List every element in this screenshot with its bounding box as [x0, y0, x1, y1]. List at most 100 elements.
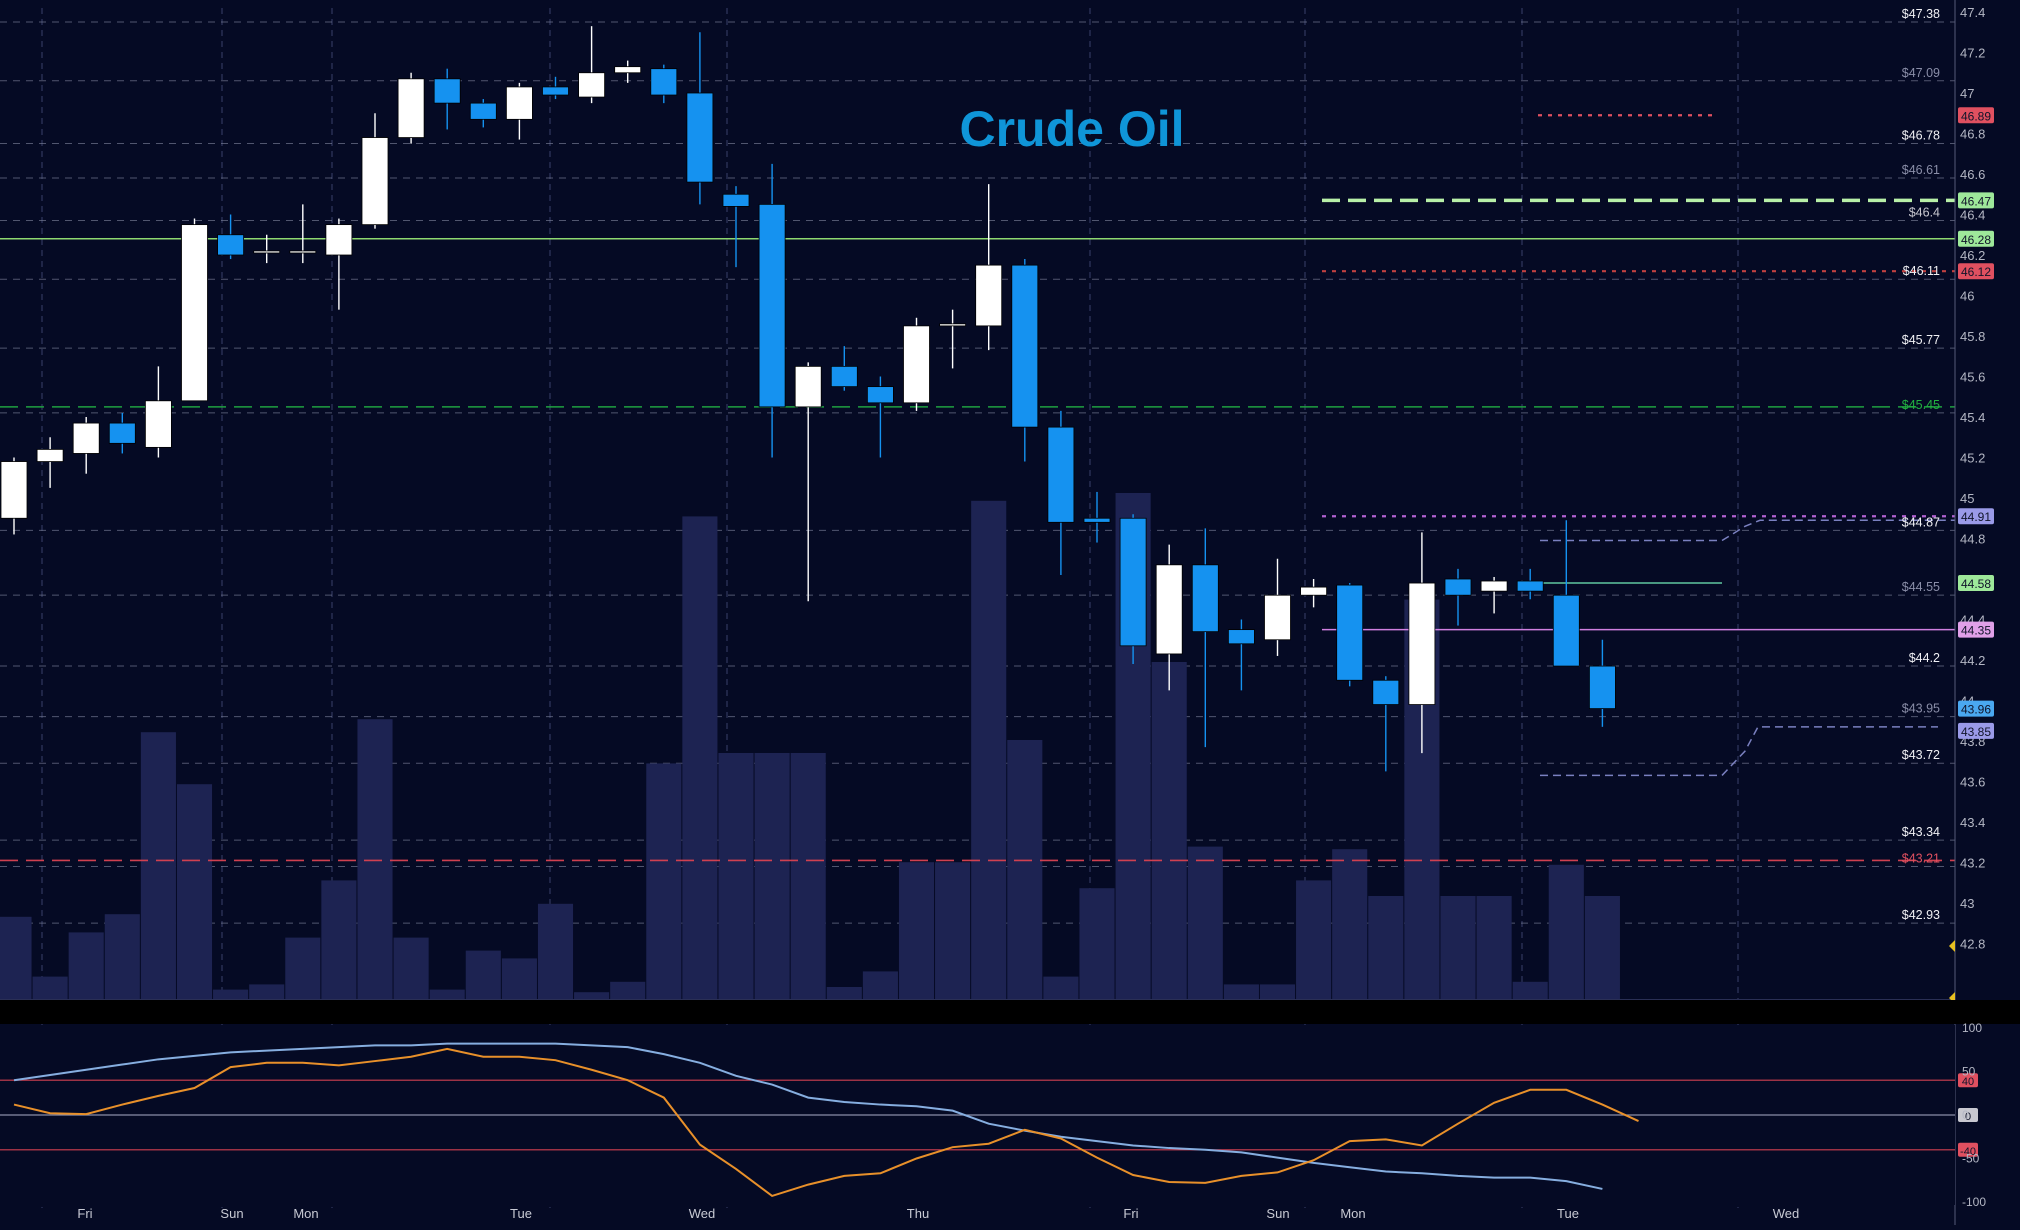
price-badge-label: 43.96: [1961, 703, 1991, 717]
stochastic-d-line: [13, 1042, 1603, 1190]
price-badge-label: 43.85: [1961, 725, 1991, 739]
candle-body: [975, 264, 1003, 327]
volume-bar: [862, 971, 898, 1000]
price-badge: [1958, 722, 1994, 739]
volume-bar: [1007, 740, 1043, 1000]
volume-bar: [1368, 896, 1404, 1000]
price-tick-label: 46: [1960, 289, 1974, 304]
candle-body: [217, 234, 245, 256]
candle-body: [361, 137, 389, 226]
volume-bar: [321, 880, 357, 1000]
price-tick-label: 46.8: [1960, 127, 1985, 142]
candle-body: [289, 250, 317, 254]
price-badge: [1958, 192, 1994, 209]
candle-body: [144, 400, 172, 448]
candle-body: [830, 365, 858, 388]
price-tick-label: 42.8: [1960, 937, 1985, 952]
candle-body: [650, 68, 678, 96]
candle-body: [433, 78, 461, 104]
price-tick-label: 45.8: [1960, 329, 1985, 344]
time-axis-label: Wed: [1773, 1206, 1800, 1221]
time-axis-label: Mon: [293, 1206, 318, 1221]
time-axis-label: Mon: [1340, 1206, 1365, 1221]
candle-body: [1444, 578, 1472, 596]
volume-bar: [429, 989, 465, 1000]
volume-bar: [718, 753, 754, 1000]
price-tick-label: 43.2: [1960, 856, 1985, 871]
price-badge: [1958, 230, 1994, 247]
candle-body: [578, 72, 605, 98]
candle-body: [1408, 582, 1436, 705]
candle-body: [36, 448, 64, 462]
osc-level-badge: [1958, 1073, 1978, 1088]
time-axis-label: Tue: [510, 1206, 532, 1221]
candle-body: [1300, 586, 1327, 596]
volume-bar: [357, 719, 393, 1000]
volume-bar: [1476, 896, 1512, 1000]
volume-bar: [898, 862, 935, 1000]
price-level-label: $46.78: [1902, 129, 1940, 143]
candle-body: [867, 386, 894, 404]
osc-tick-label: -50: [1962, 1152, 1980, 1166]
price-badge-label: 46.89: [1961, 109, 1991, 123]
price-tick-label: 43: [1960, 896, 1974, 911]
price-tick-label: 46.4: [1960, 208, 1985, 223]
price-badge-label: 44.91: [1961, 510, 1991, 524]
projection-layer: [1540, 519, 1955, 777]
volume-bar: [140, 732, 176, 1000]
osc-tick-label: 100: [1962, 1021, 1982, 1035]
candle-body: [1516, 580, 1544, 592]
price-badge: [1958, 700, 1994, 717]
candle-body: [469, 102, 497, 120]
candle-body: [1155, 564, 1183, 655]
volume-bar: [682, 516, 718, 1000]
volume-bar: [1043, 976, 1079, 1000]
volume-bar: [501, 958, 537, 1000]
price-tick-label: 46.6: [1960, 167, 1985, 182]
candle-body: [1552, 594, 1580, 667]
volume-bar: [213, 989, 249, 1000]
volume-bar: [465, 950, 501, 1000]
candle-body: [325, 224, 353, 256]
price-badge: [1958, 107, 1994, 124]
candle-body: [397, 78, 425, 138]
time-axis: Fri Sun Mon Tue Wed Thu Fri Sun Mon Tue Wed: [77, 1206, 1799, 1221]
price-level-label: $45.45: [1902, 398, 1940, 412]
volume-bar: [1548, 864, 1584, 1000]
price-tick-label: 47.4: [1960, 5, 1985, 20]
price-level-label: $45.77: [1902, 333, 1940, 347]
osc-level-badge: [1958, 1142, 1978, 1157]
price-badge-label: 44.35: [1961, 624, 1991, 638]
candle-body: [1589, 665, 1616, 710]
price-level-label: $42.93: [1902, 908, 1940, 922]
volume-bar: [610, 981, 646, 1000]
price-level-label: $46.11: [1903, 264, 1940, 278]
volume-bar: [1187, 846, 1223, 1000]
volume-bar: [176, 784, 213, 1000]
volume-bar: [1259, 984, 1296, 1000]
price-level-label: $43.72: [1902, 748, 1940, 762]
volume-bar: [249, 984, 285, 1000]
candle-body: [1336, 584, 1364, 681]
panel-divider: [0, 1000, 2020, 1024]
candle-body: [181, 224, 208, 402]
price-badge: [1958, 575, 1994, 592]
candle-body: [1191, 564, 1219, 633]
price-tick-label: 45.2: [1960, 451, 1985, 466]
price-tick-label: 45.4: [1960, 410, 1985, 425]
volume-bar: [646, 763, 682, 1000]
price-level-label: $43.95: [1902, 702, 1940, 716]
volume-bar: [104, 914, 140, 1000]
volume-bar: [574, 992, 610, 1000]
price-level-label: $44.55: [1902, 580, 1940, 594]
candle-body: [758, 203, 786, 408]
projection-band: [1540, 519, 1955, 542]
volume-bar: [393, 937, 429, 1000]
volume-bar: [1296, 880, 1332, 1000]
candle-body: [903, 325, 930, 404]
price-tick-label: 45.6: [1960, 370, 1985, 385]
candle-layer: [0, 26, 1616, 772]
